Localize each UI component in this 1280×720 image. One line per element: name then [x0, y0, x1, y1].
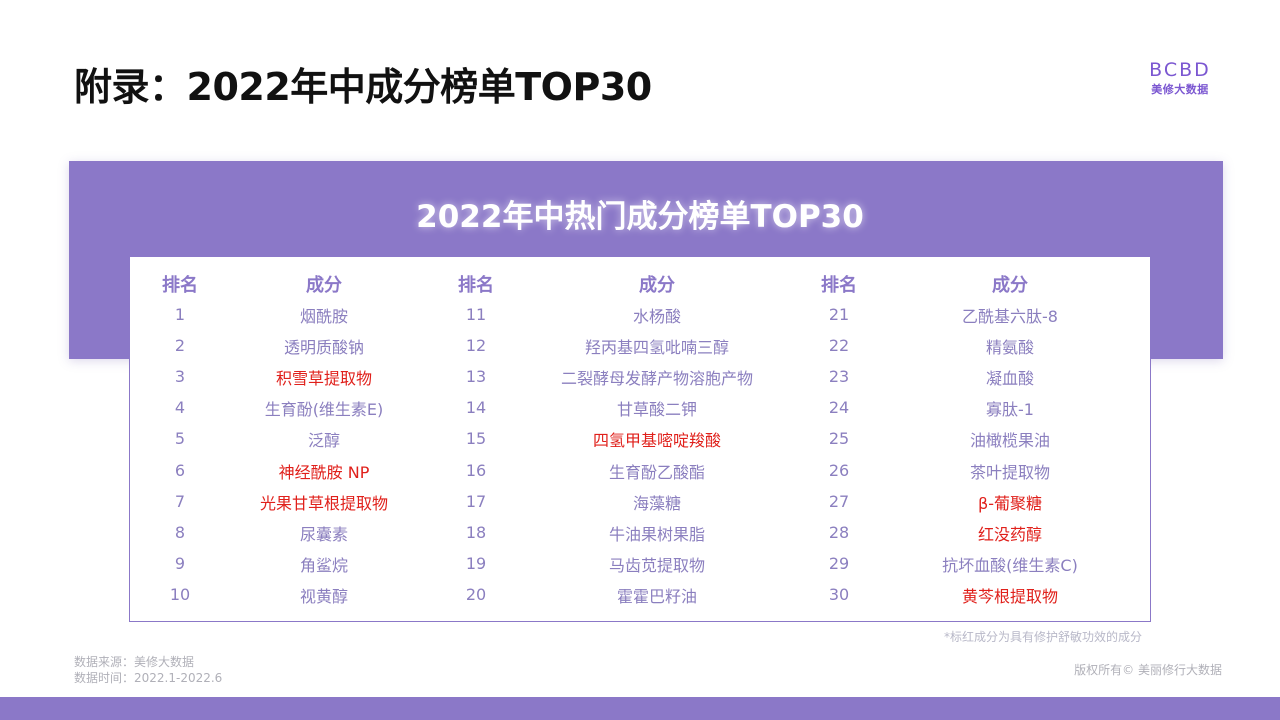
rank-cell: 28	[828, 522, 850, 542]
ingredient-cell: 羟丙基四氢吡喃三醇	[584, 338, 729, 358]
copyright: 版权所有© 美丽修行大数据	[1074, 663, 1222, 677]
rank-cell: 3	[174, 367, 186, 387]
ingredient-cell: 马齿苋提取物	[608, 555, 705, 575]
ingredient-cell: 凝血酸	[985, 369, 1034, 389]
ingredient-cell: 角鲨烷	[299, 555, 348, 575]
data-source-line: 数据来源：美修大数据	[74, 655, 195, 669]
column-header-ingredient: 成分	[992, 275, 1028, 296]
rank-cell: 10	[169, 584, 191, 604]
rank-cell: 22	[828, 336, 850, 356]
rank-cell: 1	[174, 305, 186, 324]
ingredient-cell: 水杨酸	[632, 307, 681, 326]
ingredient-cell: 寡肽-1	[986, 400, 1034, 420]
ingredient-cell: 甘草酸二钾	[616, 400, 697, 420]
ingredient-cell: 红没药醇	[977, 524, 1042, 544]
ingredient-cell: 视黄醇	[299, 586, 348, 606]
rank-cell: 18	[465, 522, 487, 542]
brand-logo: BCBD 美修大数据	[1140, 60, 1220, 97]
ingredient-cell: 神经酰胺 NP	[278, 462, 370, 482]
ingredient-cell: 烟酰胺	[299, 307, 348, 326]
rank-cell: 14	[465, 398, 487, 418]
ingredient-cell: 四氢甲基嘧啶羧酸	[592, 431, 721, 451]
logo-subtitle: 美修大数据	[1151, 83, 1209, 96]
rank-cell: 30	[828, 584, 850, 604]
ingredient-cell: β-葡聚糖	[978, 493, 1042, 513]
rank-cell: 4	[174, 398, 186, 418]
rank-cell: 2	[174, 336, 186, 356]
ingredient-cell: 霍霍巴籽油	[616, 586, 697, 606]
ingredient-cell: 二裂酵母发酵产物溶胞产物	[560, 369, 753, 389]
ingredient-cell: 光果甘草根提取物	[259, 493, 388, 513]
footer-bar	[0, 697, 1280, 720]
ingredient-cell: 泛醇	[307, 431, 340, 451]
rank-cell: 7	[174, 491, 186, 511]
rank-cell: 11	[465, 305, 487, 324]
rank-cell: 26	[828, 460, 850, 480]
column-header-rank: 排名	[162, 275, 198, 296]
rank-cell: 12	[465, 336, 487, 356]
column-header-rank: 排名	[458, 275, 494, 296]
rank-cell: 24	[828, 398, 850, 418]
ingredient-cell: 油橄榄果油	[969, 431, 1050, 451]
column-header-ingredient: 成分	[306, 275, 342, 296]
rank-cell: 19	[465, 553, 487, 573]
column-header-ingredient: 成分	[639, 275, 675, 296]
ingredient-cell: 海藻糖	[632, 493, 681, 513]
data-source: 数据来源：美修大数据 数据时间：2022.1-2022.6	[74, 654, 222, 686]
ingredient-cell: 尿囊素	[299, 524, 348, 544]
ingredient-cell: 茶叶提取物	[969, 462, 1050, 482]
ingredient-cell: 乙酰基六肽-8	[962, 307, 1058, 326]
logo-mark: BCBD	[1149, 59, 1211, 81]
ingredient-cell: 抗坏血酸(维生素C)	[942, 555, 1078, 575]
rank-cell: 15	[465, 429, 487, 449]
rank-cell: 21	[828, 305, 850, 324]
ingredient-cell: 积雪草提取物	[275, 369, 372, 389]
footnote: *标红成分为具有修护舒敏功效的成分	[943, 630, 1142, 644]
rank-cell: 23	[828, 367, 850, 387]
rank-cell: 13	[465, 367, 487, 387]
rank-cell: 27	[828, 491, 850, 511]
ingredient-cell: 生育酚乙酸酯	[608, 462, 705, 482]
ingredient-cell: 牛油果树果脂	[608, 524, 705, 544]
ranking-table	[129, 256, 1151, 622]
column-header-rank: 排名	[821, 275, 857, 296]
data-period-line: 数据时间：2022.1-2022.6	[74, 671, 223, 685]
rank-cell: 16	[465, 460, 487, 480]
rank-cell: 8	[174, 522, 186, 542]
rank-cell: 25	[828, 429, 850, 449]
ingredient-cell: 黄芩根提取物	[961, 586, 1058, 606]
page-title: 附录：2022年中成分榜单TOP30	[74, 65, 652, 109]
rank-cell: 9	[174, 553, 186, 573]
rank-cell: 6	[174, 460, 186, 480]
ingredient-cell: 生育酚(维生素E)	[264, 400, 384, 420]
rank-cell: 5	[174, 429, 186, 449]
rank-cell: 17	[465, 491, 487, 511]
ingredient-cell: 透明质酸钠	[283, 338, 364, 358]
rank-cell: 20	[465, 584, 487, 604]
rank-cell: 29	[828, 553, 850, 573]
table-title: 2022年中热门成分榜单TOP30	[416, 199, 864, 235]
ingredient-cell: 精氨酸	[985, 338, 1034, 358]
